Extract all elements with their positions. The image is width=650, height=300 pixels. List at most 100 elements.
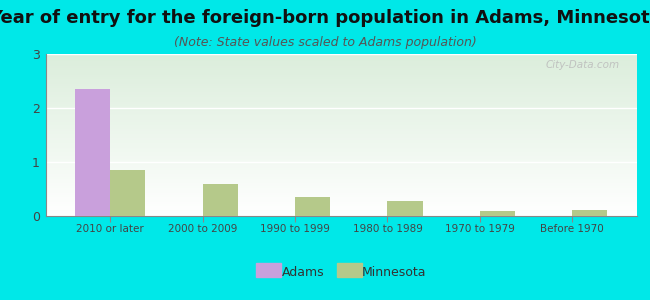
Bar	[46, 176, 637, 177]
Bar	[46, 208, 637, 209]
Bar	[46, 77, 637, 78]
Bar	[46, 199, 637, 200]
Text: Year of entry for the foreign-born population in Adams, Minnesota: Year of entry for the foreign-born popul…	[0, 9, 650, 27]
Bar	[46, 106, 637, 107]
Bar	[46, 61, 637, 62]
Bar	[46, 170, 637, 171]
Bar	[46, 71, 637, 72]
Bar	[111, 170, 146, 216]
Bar	[46, 101, 637, 102]
Bar	[46, 214, 637, 215]
Bar	[46, 138, 637, 139]
Bar	[46, 121, 637, 122]
Bar	[46, 78, 637, 79]
Bar	[46, 82, 637, 83]
Bar	[46, 124, 637, 125]
Bar	[46, 72, 637, 73]
Bar	[46, 102, 637, 103]
Bar	[46, 213, 637, 214]
Bar	[46, 157, 637, 158]
Bar	[46, 206, 637, 207]
Bar	[46, 65, 637, 66]
Bar	[46, 145, 637, 146]
Bar	[46, 154, 637, 155]
Bar	[46, 60, 637, 61]
Bar	[46, 98, 637, 99]
Bar	[46, 109, 637, 110]
Bar	[46, 66, 637, 67]
Bar	[46, 82, 637, 83]
Bar	[46, 131, 637, 132]
Bar	[46, 187, 637, 188]
Bar	[46, 93, 637, 94]
Bar	[46, 173, 637, 174]
Bar	[46, 128, 637, 129]
Bar	[46, 188, 637, 189]
Bar	[75, 89, 110, 216]
Bar	[46, 180, 637, 181]
Bar	[46, 86, 637, 87]
Bar	[46, 87, 637, 88]
Bar	[46, 105, 637, 106]
Bar	[46, 69, 637, 70]
Text: (Note: State values scaled to Adams population): (Note: State values scaled to Adams popu…	[174, 36, 476, 49]
Bar	[46, 118, 637, 119]
Bar	[46, 174, 637, 175]
Bar	[46, 198, 637, 199]
Bar	[46, 76, 637, 77]
Bar	[46, 67, 637, 68]
Bar	[46, 108, 637, 109]
Bar	[46, 163, 637, 164]
Bar	[46, 167, 637, 168]
Bar	[46, 197, 637, 198]
Bar	[46, 88, 637, 89]
Bar	[46, 80, 637, 81]
Bar	[46, 140, 637, 141]
Bar	[46, 123, 637, 124]
Bar	[295, 197, 330, 216]
Bar	[46, 134, 637, 135]
Bar	[46, 90, 637, 91]
Bar	[46, 186, 637, 187]
Bar	[46, 175, 637, 176]
Bar	[46, 79, 637, 80]
Bar	[46, 110, 637, 111]
Bar	[46, 57, 637, 58]
Bar	[46, 150, 637, 151]
Bar	[46, 99, 637, 100]
Bar	[46, 116, 637, 117]
Bar	[46, 55, 637, 56]
Bar	[46, 120, 637, 121]
Bar	[46, 115, 637, 116]
Bar	[46, 64, 637, 65]
Bar	[46, 132, 637, 133]
Bar	[46, 91, 637, 92]
Bar	[46, 96, 637, 97]
Bar	[46, 156, 637, 157]
Bar	[46, 159, 637, 160]
Bar	[46, 211, 637, 212]
Bar	[46, 107, 637, 108]
Bar	[46, 195, 637, 196]
Bar	[46, 142, 637, 143]
Bar	[46, 136, 637, 137]
Bar	[46, 191, 637, 192]
Bar	[46, 148, 637, 149]
Bar	[46, 95, 637, 96]
Bar	[46, 152, 637, 153]
Bar	[46, 122, 637, 123]
Bar	[46, 179, 637, 180]
Bar	[46, 133, 637, 134]
Bar	[46, 190, 637, 191]
Bar	[46, 210, 637, 211]
Bar	[46, 203, 637, 204]
Bar	[46, 209, 637, 210]
Bar	[46, 202, 637, 203]
Bar	[46, 119, 637, 120]
Bar	[46, 178, 637, 179]
Bar	[46, 184, 637, 185]
Bar	[46, 59, 637, 60]
Bar	[46, 54, 637, 55]
Bar	[46, 74, 637, 75]
Bar	[46, 196, 637, 197]
